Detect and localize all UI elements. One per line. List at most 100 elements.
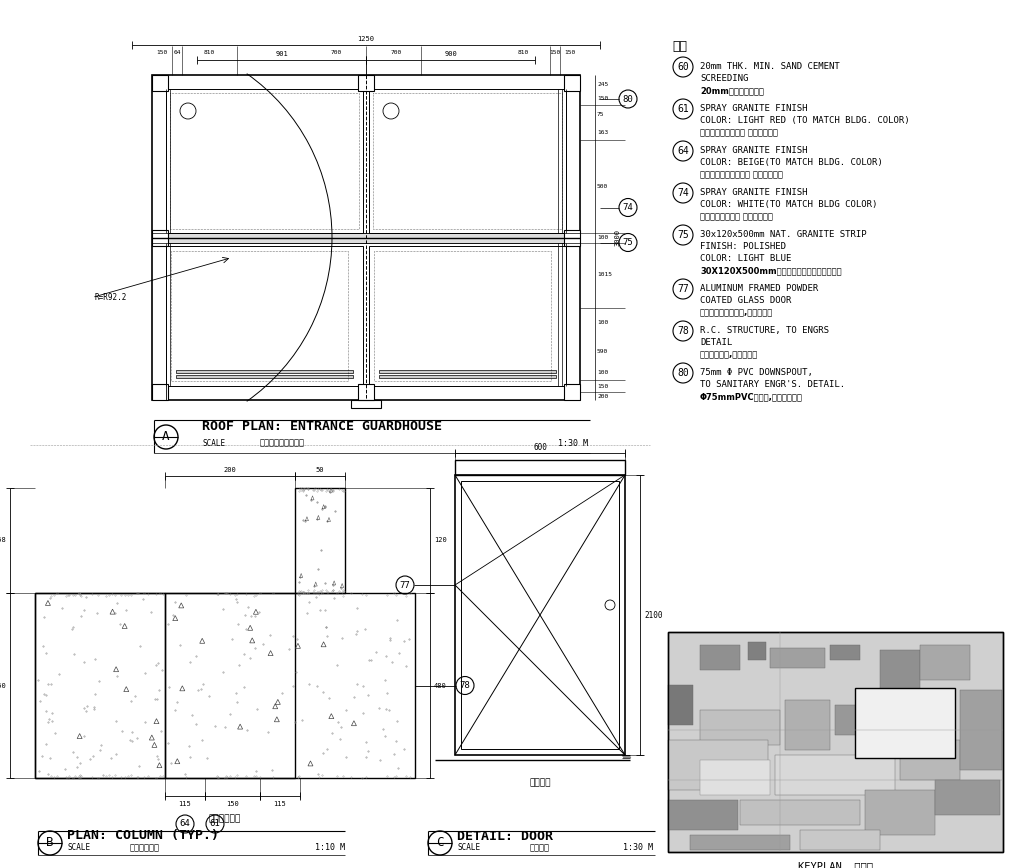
Bar [770,648,825,668]
Text: 77: 77 [399,581,410,589]
Bar [668,740,768,790]
Text: SCALE: SCALE [202,438,225,448]
Text: ALUMINUM FRAMED POWDER: ALUMINUM FRAMED POWDER [700,284,819,293]
Text: 700: 700 [390,50,401,56]
Text: 358: 358 [0,537,6,543]
Bar [564,75,580,91]
Bar [165,593,415,778]
Text: Φ75mmPVC落水管,见卫机师大样: Φ75mmPVC落水管,见卫机师大样 [700,392,803,401]
Text: 30x120x500mm NAT. GRANITE STRIP: 30x120x500mm NAT. GRANITE STRIP [700,230,867,239]
Text: 120: 120 [434,537,447,543]
Bar [748,642,766,660]
Bar [35,593,165,778]
Bar [900,740,960,780]
Text: 61: 61 [677,104,689,114]
Bar [170,93,359,228]
Text: 100: 100 [597,320,608,325]
Text: SPRAY GRANITE FINISH: SPRAY GRANITE FINISH [700,188,807,197]
Text: 20mm普通砂浆找平层: 20mm普通砂浆找平层 [700,86,764,95]
Text: COLOR: LIGHT RED (TO MATCH BLDG. COLOR): COLOR: LIGHT RED (TO MATCH BLDG. COLOR) [700,116,910,125]
Text: 门大样图: 门大样图 [530,844,550,852]
Text: 80: 80 [677,368,689,378]
Bar [461,481,619,749]
Bar [152,233,580,242]
Text: 150: 150 [597,384,608,389]
Text: 75: 75 [597,113,605,117]
Text: 115: 115 [178,801,191,807]
Text: DETAIL: DOOR: DETAIL: DOOR [457,830,553,843]
Text: COATED GLASS DOOR: COATED GLASS DOOR [700,296,791,305]
Bar [152,229,168,246]
Text: 30X120X500mm浅蓝色抛光花岗石条（光面）: 30X120X500mm浅蓝色抛光花岗石条（光面） [700,266,842,275]
Bar [835,705,900,735]
Text: 900: 900 [444,51,457,57]
Bar [855,688,955,758]
Text: ROOF PLAN: ENTRANCE GUARDHOUSE: ROOF PLAN: ENTRANCE GUARDHOUSE [202,420,442,433]
Bar [374,251,551,381]
Bar [369,89,566,233]
Text: 泮液黄色外墙涂料面层 与球场色匹配: 泮液黄色外墙涂料面层 与球场色匹配 [700,170,783,179]
Text: 1:30 M: 1:30 M [558,438,588,448]
Text: 75mm Φ PVC DOWNSPOUT,: 75mm Φ PVC DOWNSPOUT, [700,368,812,377]
Text: 20mm THK. MIN. SAND CEMENT: 20mm THK. MIN. SAND CEMENT [700,62,840,71]
Bar [920,645,970,680]
Bar [935,780,1000,815]
Bar [865,790,935,835]
Bar [800,830,880,850]
Text: SPRAY GRANITE FINISH: SPRAY GRANITE FINISH [700,104,807,113]
Text: B: B [47,837,54,850]
Text: TO SANITARY ENGR'S. DETAIL.: TO SANITARY ENGR'S. DETAIL. [700,380,845,389]
Text: 64: 64 [677,146,689,156]
Bar [690,835,790,850]
Text: 590: 590 [597,349,608,354]
Text: 75: 75 [623,238,633,247]
Text: C: C [437,837,444,850]
Bar [176,370,353,373]
Text: 810: 810 [204,50,215,56]
Text: 150: 150 [597,96,608,102]
Text: COLOR: WHITE(TO MATCH BLDG COLOR): COLOR: WHITE(TO MATCH BLDG COLOR) [700,200,877,209]
Bar [960,690,1002,770]
Text: 100: 100 [597,235,608,240]
Text: SPRAY GRANITE FINISH: SPRAY GRANITE FINISH [700,146,807,155]
Bar [176,375,353,378]
Text: 2100: 2100 [644,610,663,620]
Bar [369,246,566,386]
Text: 白色外墙涂料面层 与球场色匹配: 白色外墙涂料面层 与球场色匹配 [700,212,773,221]
Bar [775,755,895,795]
Text: 810: 810 [518,50,529,56]
Text: 61: 61 [210,819,221,828]
Text: 1:10 M: 1:10 M [315,844,345,852]
Text: 200: 200 [224,467,236,473]
Bar [700,645,741,670]
Text: 1:30 M: 1:30 M [623,844,653,852]
Bar [295,488,345,593]
Bar [379,370,556,373]
Text: 柱子平剖面图: 柱子平剖面图 [130,844,160,852]
Bar [373,93,562,228]
Text: 250: 250 [0,682,6,688]
Text: R=R92.2: R=R92.2 [94,293,127,301]
Bar [350,400,381,408]
Text: 50: 50 [316,467,324,473]
Text: 150: 150 [226,801,239,807]
Bar [741,800,860,825]
Bar [379,375,556,378]
Text: 柱子平剖面图: 柱子平剖面图 [209,814,241,823]
Text: 115: 115 [274,801,287,807]
Text: 入口保安室顶平面图: 入口保安室顶平面图 [259,438,305,448]
Bar [668,800,738,830]
Text: FINISH: POLISHED: FINISH: POLISHED [700,242,786,251]
Text: 163: 163 [597,130,608,135]
Bar [152,75,580,400]
Text: 700: 700 [330,50,341,56]
Bar [166,89,363,233]
Text: DETAIL: DETAIL [700,338,732,347]
Text: 245: 245 [597,82,608,87]
Text: 78: 78 [460,681,470,690]
Bar [455,475,625,755]
Text: 901: 901 [276,51,288,57]
Text: 75: 75 [677,230,689,240]
Text: SCALE: SCALE [67,844,90,852]
Text: PLAN: COLUMN (TYP.): PLAN: COLUMN (TYP.) [67,830,219,843]
